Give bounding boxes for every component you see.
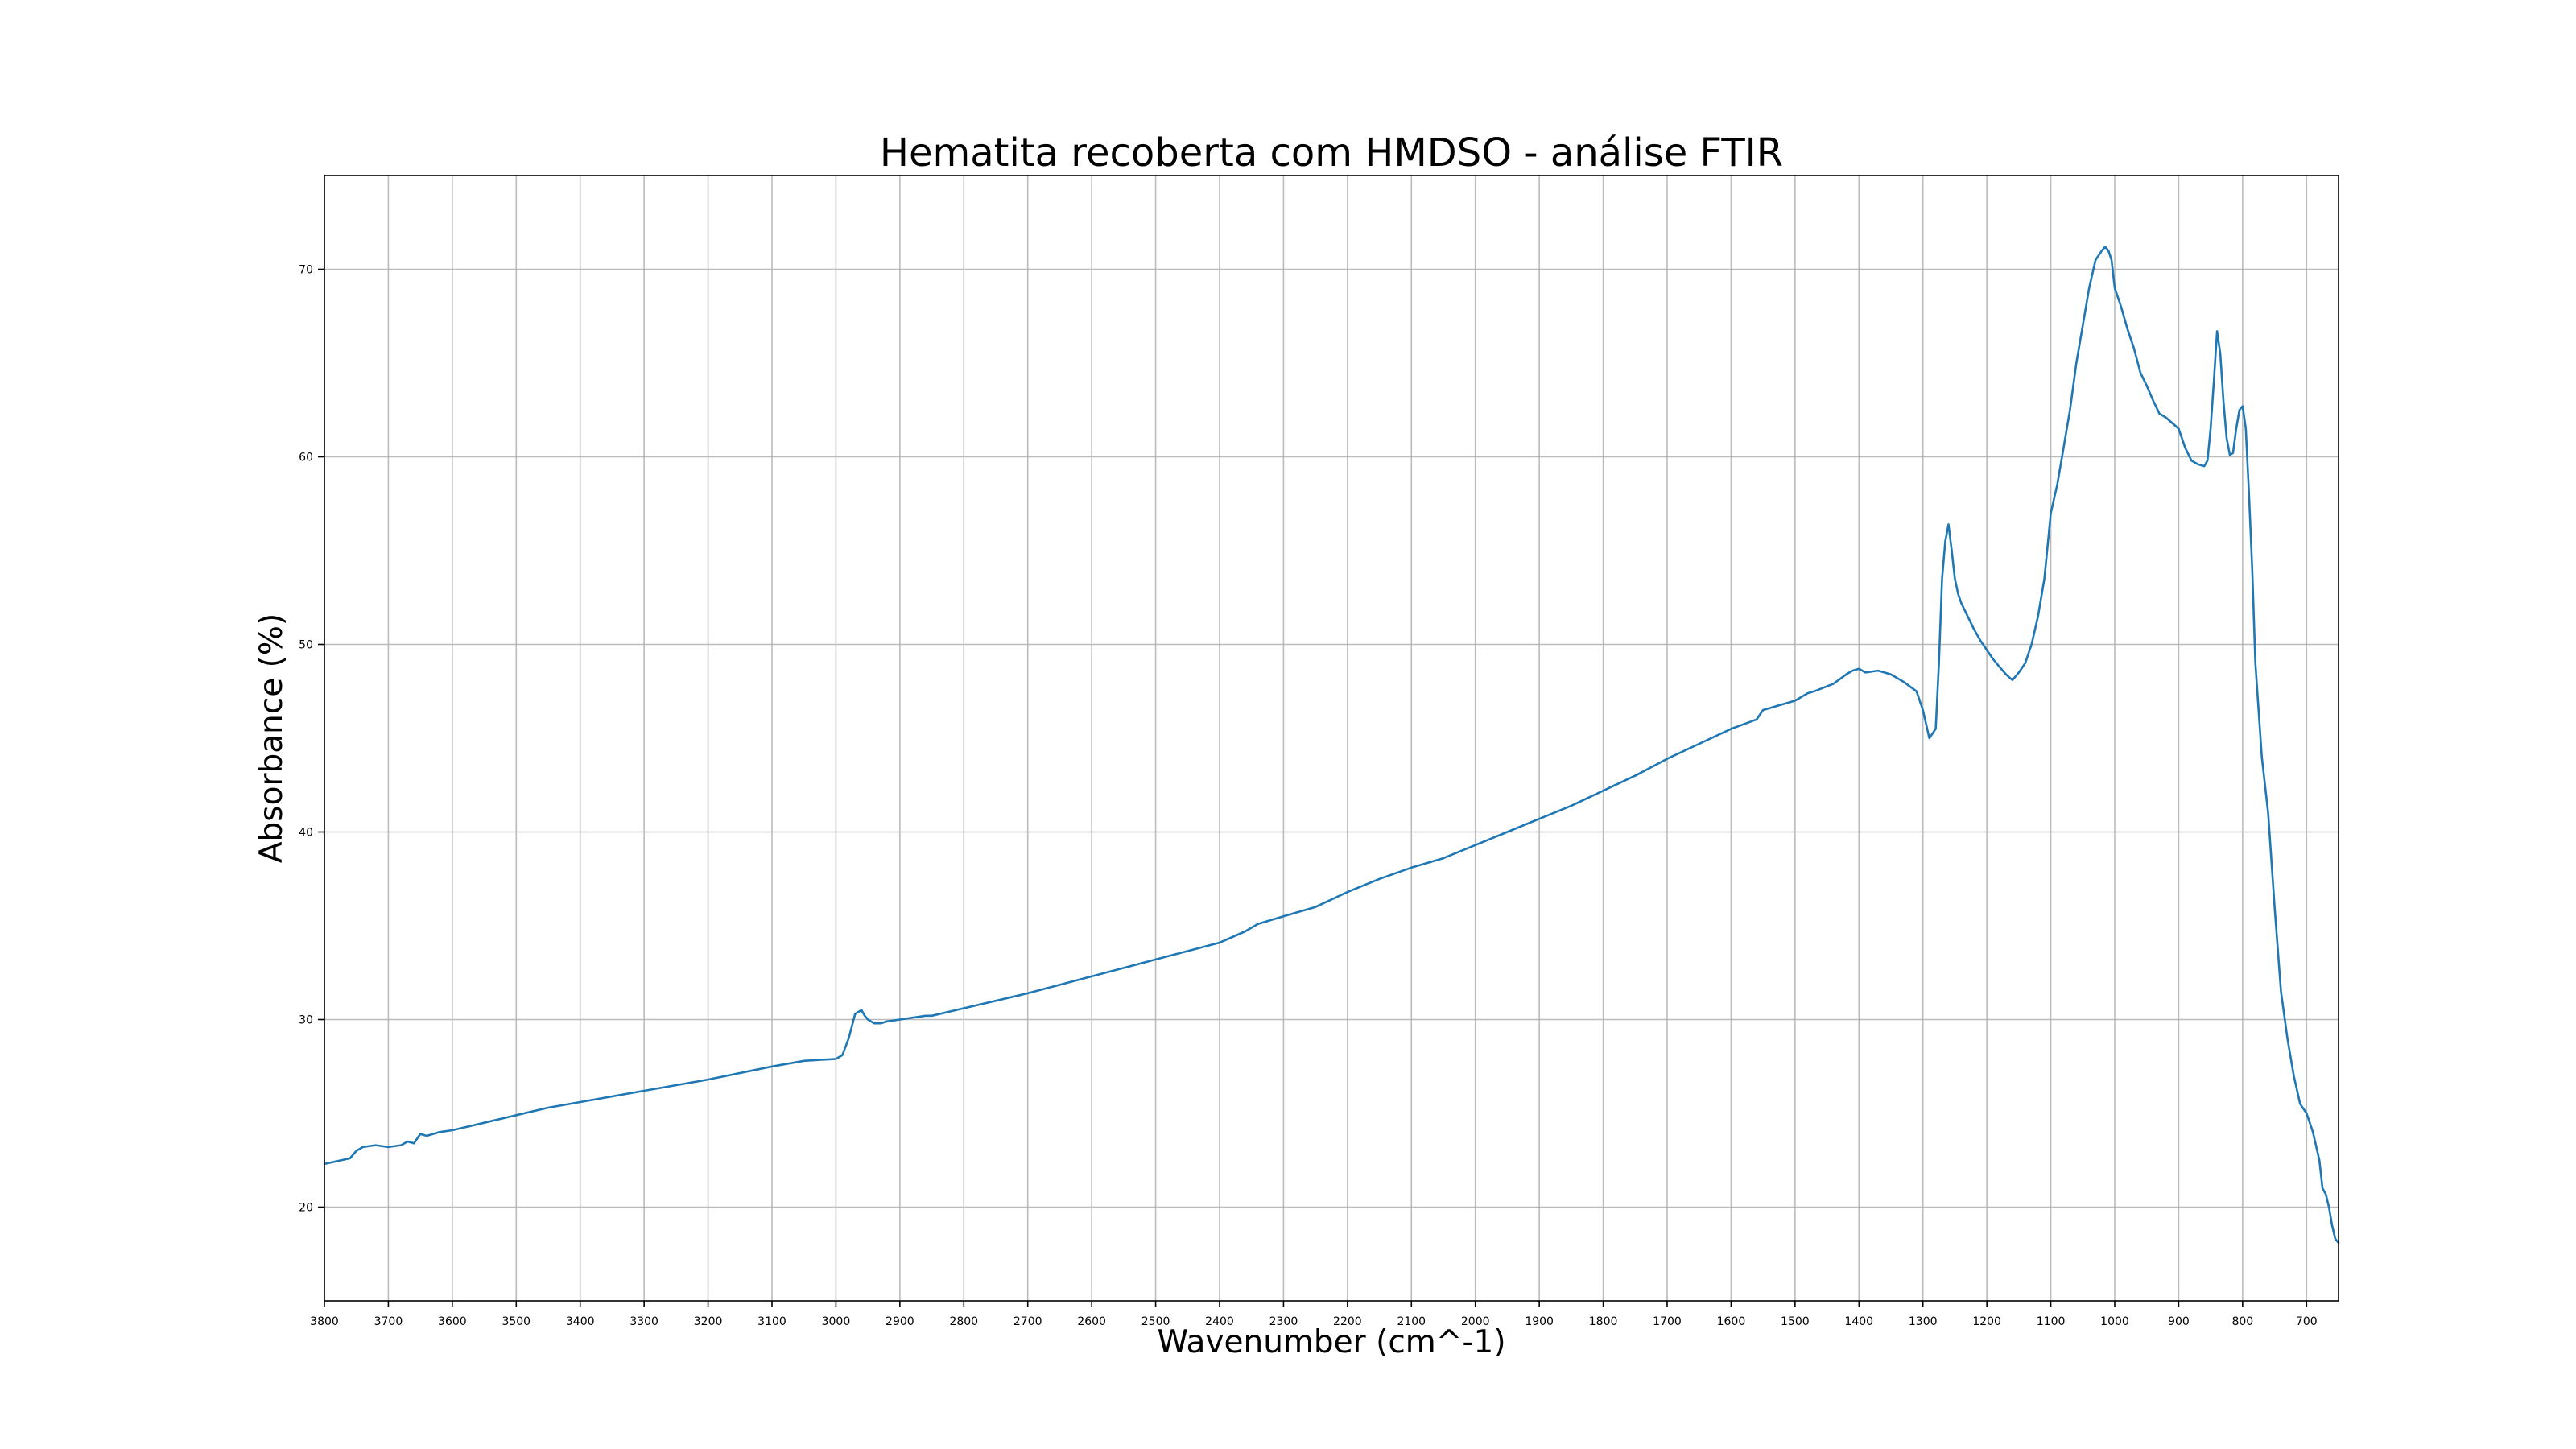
x-tick-label: 3400 (566, 1315, 595, 1328)
y-tick-label: 30 (299, 1014, 313, 1027)
x-tick-label: 1000 (2100, 1315, 2129, 1328)
x-tick-label: 3300 (630, 1315, 658, 1328)
x-tick-label: 3600 (438, 1315, 467, 1328)
y-axis-label: Absorbance (%) (254, 613, 290, 863)
x-tick-label: 1300 (1909, 1315, 1938, 1328)
axes-frame (324, 175, 2339, 1302)
x-tick-label: 2100 (1397, 1315, 1426, 1328)
y-tick-label: 70 (299, 264, 313, 277)
x-tick-label: 3500 (502, 1315, 530, 1328)
x-tick-label: 2900 (886, 1315, 914, 1328)
x-tick-label: 900 (2168, 1315, 2190, 1328)
x-tick-label: 2700 (1013, 1315, 1042, 1328)
series-layer (323, 246, 2340, 1245)
x-tick-label: 2400 (1205, 1315, 1234, 1328)
x-tick-label: 1400 (1844, 1315, 1873, 1328)
y-tick-label: 60 (299, 452, 313, 464)
x-tick-label: 1700 (1653, 1315, 1682, 1328)
x-tick-label: 3200 (694, 1315, 723, 1328)
x-tick-label: 1100 (2037, 1315, 2066, 1328)
y-tick-label: 40 (299, 827, 313, 840)
chart-title: Hematita recoberta com HMDSO - análise F… (880, 130, 1783, 175)
x-tick-label: 1900 (1525, 1315, 1554, 1328)
x-tick-label: 3700 (374, 1315, 403, 1328)
x-tick-label: 1500 (1781, 1315, 1810, 1328)
x-tick-label: 2300 (1269, 1315, 1298, 1328)
grid (324, 175, 2339, 1301)
x-tick-label: 800 (2231, 1315, 2253, 1328)
ticks: 3800 3700 3600 3500 3400 3300 3200 3100 3000 2900… (299, 264, 2317, 1329)
y-tick-label: 50 (299, 639, 313, 652)
x-tick-label: 2800 (949, 1315, 978, 1328)
x-tick-label: 1600 (1717, 1315, 1746, 1328)
x-tick-label: 1800 (1589, 1315, 1618, 1328)
y-tick-label: 20 (299, 1202, 313, 1215)
x-tick-label: 1200 (1972, 1315, 2001, 1328)
x-tick-label: 2500 (1141, 1315, 1170, 1328)
x-tick-label: 3800 (310, 1315, 339, 1328)
x-tick-label: 3000 (822, 1315, 851, 1328)
x-tick-label: 3100 (758, 1315, 786, 1328)
x-tick-label: 2000 (1461, 1315, 1490, 1328)
x-tick-label: 700 (2296, 1315, 2318, 1328)
x-tick-label: 2600 (1077, 1315, 1106, 1328)
x-tick-label: 2200 (1333, 1315, 1362, 1328)
x-axis-label: Wavenumber (cm^-1) (1157, 1324, 1505, 1360)
absorbance-series-line (323, 246, 2340, 1245)
